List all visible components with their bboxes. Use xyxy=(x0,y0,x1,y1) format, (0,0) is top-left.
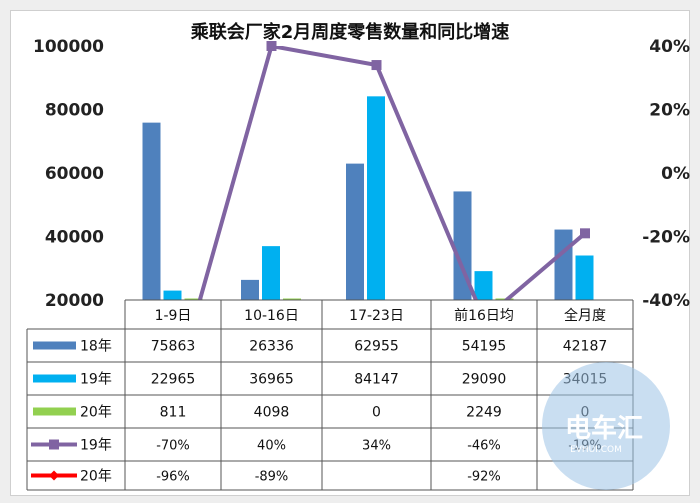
data-label: 84147 xyxy=(354,372,399,388)
legend-label: 20年 xyxy=(80,469,112,485)
data-label: 40% xyxy=(257,439,286,454)
data-label: 42187 xyxy=(563,339,608,355)
x-tick-label: 1-9日 xyxy=(155,308,192,324)
data-label: -70% xyxy=(156,439,190,454)
legend-key-19年 xyxy=(33,374,76,383)
data-label: 0 xyxy=(372,405,381,421)
data-label: 36965 xyxy=(249,372,294,388)
watermark-url: EVHUI.COM xyxy=(570,445,622,455)
data-label: 22965 xyxy=(151,372,196,388)
y-tick-label: 80000 xyxy=(45,101,104,121)
data-label: 75863 xyxy=(151,339,196,355)
bar-18年-10-16日 xyxy=(241,279,259,300)
line-point-全月度 xyxy=(580,228,590,239)
bar-18年-前16日均 xyxy=(453,191,472,300)
y2-tick-label: 40% xyxy=(649,37,690,57)
y2-tick-label: -20% xyxy=(642,228,690,248)
data-label: 811 xyxy=(160,405,187,421)
bar-19年-17-23日 xyxy=(367,96,385,300)
bar-20年-10-16日 xyxy=(283,298,301,300)
legend-key-18年 xyxy=(33,341,76,350)
x-tick-label: 17-23日 xyxy=(349,308,404,324)
data-label: 62955 xyxy=(354,339,399,355)
bar-20年-1-9日 xyxy=(184,298,203,300)
x-tick-label: 全月度 xyxy=(564,307,606,324)
bar-18年-全月度 xyxy=(554,229,573,300)
legend-key-20年 xyxy=(33,407,76,416)
data-label: 4098 xyxy=(254,405,290,421)
y-tick-label: 60000 xyxy=(45,164,104,184)
line-20年-#ff0000 xyxy=(173,456,484,478)
data-label: -89% xyxy=(255,470,289,485)
data-label: 34% xyxy=(362,439,391,454)
data-label: -46% xyxy=(467,439,501,454)
data-label: 54195 xyxy=(462,339,507,355)
bar-19年-1-9日 xyxy=(163,290,182,300)
bar-19年-全月度 xyxy=(575,255,594,300)
data-label: 29090 xyxy=(462,372,507,388)
data-label: -92% xyxy=(467,470,501,485)
bar-18年-17-23日 xyxy=(346,163,364,300)
legend-label: 18年 xyxy=(80,339,112,355)
data-label: 26336 xyxy=(249,339,294,355)
line-point-17-23日 xyxy=(371,60,382,71)
legend-label: 20年 xyxy=(80,405,112,421)
data-label: 2249 xyxy=(466,405,502,421)
bar-18年-1-9日 xyxy=(142,122,161,300)
legend-label: 19年 xyxy=(80,438,112,454)
y2-tick-label: -40% xyxy=(642,291,690,311)
y2-tick-label: 0% xyxy=(661,164,690,184)
x-tick-label: 10-16日 xyxy=(244,308,299,324)
legend-marker xyxy=(49,439,59,450)
watermark-logo: 电车汇 xyxy=(565,413,643,444)
bar-19年-10-16日 xyxy=(262,246,280,300)
y-tick-label: 100000 xyxy=(33,37,104,57)
chart-title: 乘联会厂家2月周度零售数量和同比增速 xyxy=(190,21,510,43)
y-tick-label: 20000 xyxy=(45,291,104,311)
bar-19年-前16日均 xyxy=(474,271,493,300)
line-point-10-16日 xyxy=(266,41,277,51)
data-label: -96% xyxy=(156,470,190,485)
y2-tick-label: 20% xyxy=(649,101,690,121)
y-tick-label: 40000 xyxy=(45,228,104,248)
legend-label: 19年 xyxy=(80,372,112,388)
legend-marker xyxy=(49,470,59,481)
x-tick-label: 前16日均 xyxy=(454,307,514,324)
watermark-badge xyxy=(542,362,670,490)
